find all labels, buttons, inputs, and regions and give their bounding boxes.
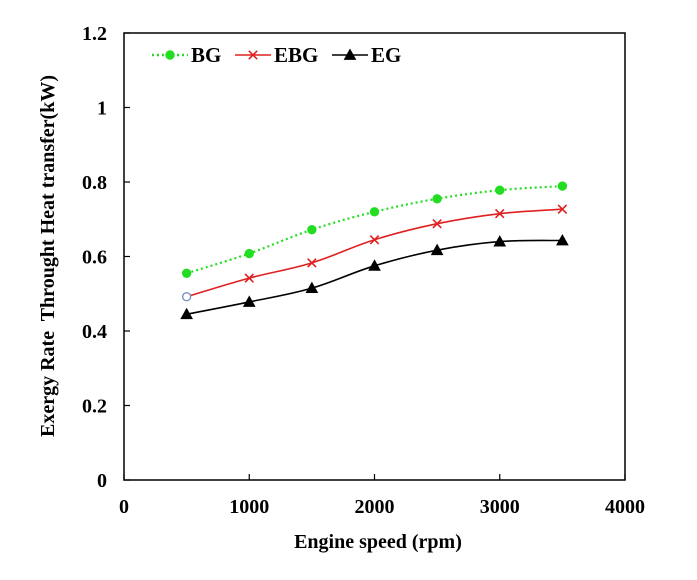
- data-point-eg: [368, 259, 381, 271]
- legend-marker-eg: [343, 48, 357, 60]
- data-point-eg: [305, 281, 319, 294]
- data-point-ebg: [494, 208, 505, 219]
- legend-marker-ebg-stroke: [248, 50, 258, 60]
- data-point-bg: [307, 224, 317, 235]
- data-point-ebg: [557, 204, 568, 214]
- x-tick-label: 2000: [355, 496, 395, 518]
- data-point-ebg-stroke: [432, 218, 442, 229]
- legend-item-bg: BG: [152, 43, 221, 67]
- x-axis-title: Engine speed (rpm): [294, 531, 462, 553]
- series-layer: [180, 181, 569, 320]
- data-point-ebg: [369, 234, 380, 245]
- data-point-ebg-stroke: [307, 258, 317, 268]
- plot-area: [123, 32, 626, 481]
- y-tick-label: 1: [97, 98, 107, 120]
- data-point-bg: [557, 181, 568, 191]
- data-point-ebg: [432, 218, 442, 229]
- data-point-bg: [432, 194, 442, 204]
- x-tick-label: 0: [119, 496, 129, 518]
- series-bg: [181, 181, 568, 278]
- data-point-ebg: [307, 258, 317, 268]
- x-tick-label: 3000: [480, 496, 520, 518]
- data-point-bg: [244, 248, 254, 259]
- y-tick-label: 0.2: [82, 396, 107, 418]
- data-point-eg: [180, 307, 193, 320]
- data-point-eg: [493, 235, 507, 247]
- data-point-ebg-stroke: [494, 208, 505, 219]
- series-eg: [180, 233, 569, 320]
- legend-label-bg: BG: [191, 43, 221, 67]
- y-tick-label: 1.2: [82, 23, 107, 45]
- y-axis-title: Exergy Rate Throught Heat transfer(kW): [37, 75, 59, 437]
- y-tick-label: 0: [97, 470, 107, 492]
- axis-ticks: 0 0.2 0.4 0.6 0.8 1 1.2 0 1000 2000 3000 4000: [82, 23, 645, 518]
- data-point-eg: [556, 233, 569, 246]
- data-point-ebg-stroke: [369, 234, 380, 245]
- data-point-bg: [495, 185, 505, 195]
- data-point-ebg: [181, 292, 192, 302]
- y-tick-label: 0.6: [82, 247, 107, 269]
- legend-marker-bg: [165, 50, 175, 60]
- data-point-bg: [181, 268, 192, 278]
- y-tick-label: 0.4: [82, 321, 107, 343]
- legend: BG EBG EG: [152, 43, 401, 67]
- data-point-bg: [369, 207, 380, 217]
- data-point-ebg-stroke: [557, 204, 568, 214]
- legend-marker-ebg: [248, 50, 258, 60]
- legend-label-eg: EG: [371, 43, 401, 67]
- legend-label-ebg: EBG: [274, 43, 318, 67]
- data-point-ebg: [244, 273, 255, 283]
- data-point-eg: [430, 243, 444, 256]
- y-tick-label: 0.8: [82, 172, 107, 194]
- legend-item-ebg: EBG: [235, 43, 318, 67]
- x-tick-label: 4000: [605, 496, 645, 518]
- series-ebg: [181, 204, 568, 302]
- x-tick-label: 1000: [229, 496, 269, 518]
- data-point-ebg-stroke: [244, 273, 255, 283]
- legend-item-eg: EG: [332, 43, 401, 67]
- data-point-eg: [242, 295, 256, 307]
